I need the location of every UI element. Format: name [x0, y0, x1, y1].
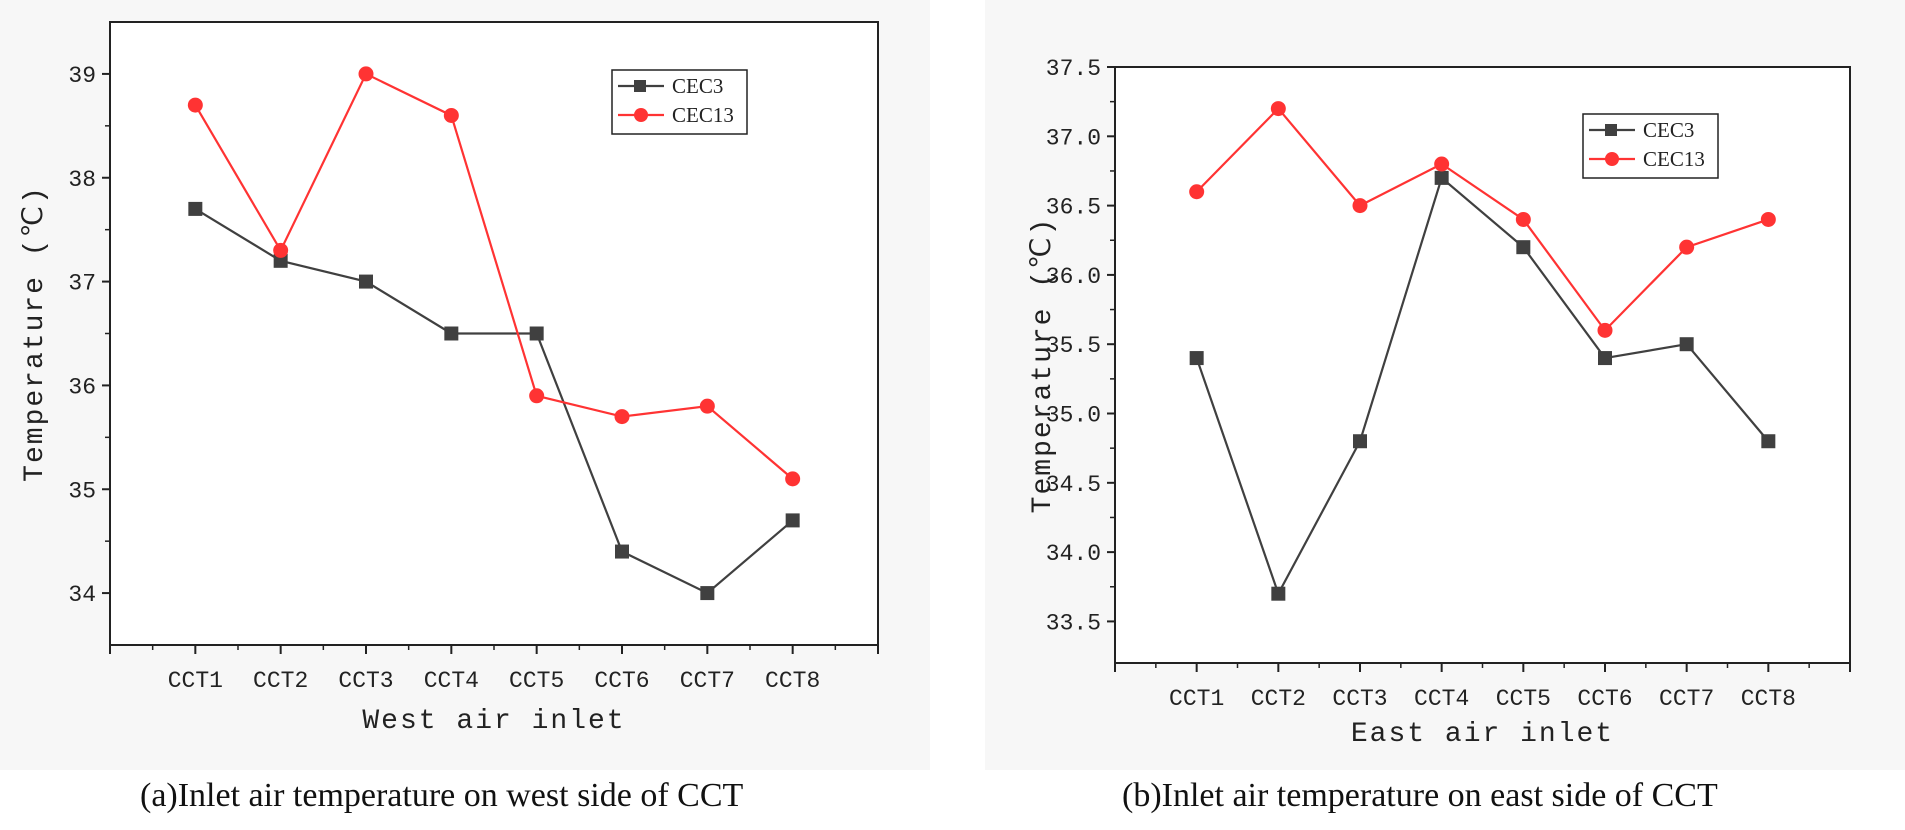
- y-tick-label: 38: [68, 167, 96, 193]
- data-point-cec13: [785, 471, 801, 487]
- x-axis-title: West air inlet: [362, 706, 625, 737]
- data-point-cec3: [529, 326, 544, 341]
- data-point-cec3: [1271, 586, 1286, 601]
- x-tick-label: CCT3: [1332, 686, 1387, 712]
- data-point-cec13: [529, 388, 545, 404]
- legend-marker-cec3: [1605, 124, 1617, 136]
- x-tick-label: CCT3: [338, 668, 393, 694]
- y-tick-label: 35.5: [1046, 333, 1101, 359]
- data-point-cec13: [1189, 184, 1205, 200]
- data-point-cec13: [358, 66, 374, 82]
- series-line-cec13: [194, 72, 794, 480]
- y-tick-label: 39: [68, 63, 96, 89]
- x-tick-label: CCT6: [1577, 686, 1632, 712]
- legend-marker-cec3: [634, 80, 646, 92]
- data-point-cec13: [699, 398, 715, 414]
- y-tick-label: 36.5: [1046, 195, 1101, 221]
- data-point-cec3: [615, 544, 629, 559]
- chart-panel-east: 33.5 34.0 34.5 35.0 35.5 36.0 36.5 37.0 37.5 CCT1…: [985, 0, 1905, 770]
- y-tick-label: 36: [68, 374, 96, 400]
- x-tick-label: CCT7: [680, 668, 735, 694]
- legend-label-cec13: CEC13: [1643, 147, 1705, 171]
- y-tick-label: 37.0: [1046, 125, 1101, 151]
- data-point-cec3: [700, 586, 715, 601]
- y-tick-label: 37.5: [1046, 56, 1101, 82]
- x-tick-label: CCT6: [594, 668, 649, 694]
- data-point-cec13: [1515, 211, 1531, 227]
- data-point-cec3: [1679, 337, 1694, 352]
- data-point-cec13: [1597, 322, 1613, 338]
- y-tick-label: 37: [68, 271, 96, 297]
- y-tick-label: 33.5: [1046, 610, 1101, 636]
- x-tick-label: CCT8: [1741, 686, 1796, 712]
- y-axis-title: Temperature (℃): [1028, 217, 1059, 514]
- data-point-cec3: [1761, 434, 1776, 449]
- y-tick-label: 34.0: [1046, 541, 1101, 567]
- x-tick-label: CCT5: [1496, 686, 1551, 712]
- data-point-cec3: [1516, 240, 1531, 255]
- x-axis-title: East air inlet: [1351, 719, 1614, 750]
- data-point-cec13: [273, 242, 289, 258]
- east-inlet-chart: 33.5 34.0 34.5 35.0 35.5 36.0 36.5 37.0 37.5 CCT1…: [1028, 56, 1851, 750]
- data-point-cec13: [443, 107, 459, 123]
- y-tick-label: 36.0: [1046, 264, 1101, 290]
- caption-east: (b)Inlet air temperature on east side of…: [1122, 777, 1718, 814]
- data-point-cec3: [1189, 351, 1204, 366]
- data-point-cec3: [273, 253, 288, 268]
- y-tick-label: 35: [68, 478, 96, 504]
- x-tick-label: CCT1: [1169, 686, 1224, 712]
- x-tick-label: CCT1: [168, 668, 223, 694]
- x-tick-label: CCT2: [1251, 686, 1306, 712]
- x-tick-label: CCT4: [1414, 686, 1469, 712]
- data-point-cec13: [1270, 101, 1286, 117]
- caption-west: (a)Inlet air temperature on west side of…: [140, 777, 744, 814]
- x-tick-label: CCT4: [424, 668, 479, 694]
- legend-marker-cec13: [634, 108, 648, 122]
- series-line-cec13: [1195, 106, 1769, 333]
- series-line-cec3: [1195, 175, 1770, 597]
- legend-marker-cec13: [1605, 152, 1619, 166]
- x-tick-label: CCT2: [253, 668, 308, 694]
- data-point-cec3: [1434, 170, 1449, 185]
- y-tick-label: 34.5: [1046, 472, 1101, 498]
- legend-label-cec3: CEC3: [672, 74, 723, 98]
- data-point-cec13: [1434, 156, 1450, 172]
- plot-frame: [1114, 66, 1851, 664]
- data-point-cec13: [187, 97, 203, 113]
- y-tick-label: 35.0: [1046, 403, 1101, 429]
- data-point-cec3: [188, 201, 203, 216]
- data-point-cec13: [614, 409, 630, 425]
- series-line-cec3: [194, 207, 794, 595]
- legend-label-cec13: CEC13: [672, 103, 734, 127]
- x-tick-label: CCT5: [509, 668, 564, 694]
- y-axis-title: Temperature (℃): [20, 185, 51, 482]
- data-point-cec13: [1760, 211, 1776, 227]
- x-tick-label: CCT8: [765, 668, 820, 694]
- data-point-cec13: [1352, 198, 1368, 214]
- x-tick-label: CCT7: [1659, 686, 1714, 712]
- data-point-cec3: [359, 274, 373, 289]
- data-point-cec3: [785, 513, 800, 528]
- data-point-cec3: [444, 326, 459, 341]
- y-tick-label: 34: [68, 582, 96, 608]
- data-point-cec3: [1598, 351, 1612, 366]
- data-point-cec13: [1679, 239, 1695, 255]
- west-inlet-chart: 34 35 36 37 38 39 CCT1 CCT2 CCT3 CCT4 CCT5 CCT6 CCT7…: [20, 21, 879, 737]
- chart-panel-west: 34 35 36 37 38 39 CCT1 CCT2 CCT3 CCT4 CCT5 CCT6 CCT7…: [0, 0, 930, 770]
- legend-label-cec3: CEC3: [1643, 118, 1694, 142]
- data-point-cec3: [1353, 434, 1367, 449]
